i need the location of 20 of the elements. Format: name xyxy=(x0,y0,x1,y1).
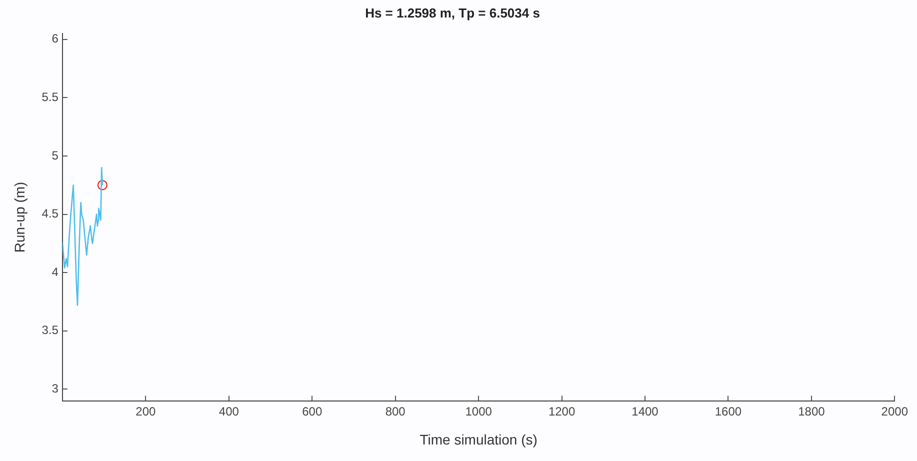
x-tick-label: 1600 xyxy=(714,404,742,418)
y-tick-label: 4.5 xyxy=(42,206,59,221)
chart-title: Hs = 1.2598 m, Tp = 6.5034 s xyxy=(365,5,540,20)
x-tick-label: 200 xyxy=(136,404,156,418)
x-tick-label: 400 xyxy=(218,404,240,418)
y-tick-label: 6 xyxy=(52,32,59,46)
x-tick-label: 2000 xyxy=(881,404,908,418)
x-tick-label: 1000 xyxy=(465,404,492,418)
y-tick-label: 5.5 xyxy=(42,90,59,104)
x-tick-label: 600 xyxy=(302,404,322,418)
y-axis-title: Run-up (m) xyxy=(11,182,28,253)
x-tick-label: 1800 xyxy=(798,404,826,418)
x-tick-label: 1200 xyxy=(548,404,576,418)
x-tick-label: 800 xyxy=(385,404,406,418)
y-tick-label: 3 xyxy=(52,381,59,396)
y-tick-label: 4 xyxy=(52,264,59,279)
x-tick-label: 1400 xyxy=(632,404,659,418)
y-tick-label: 5 xyxy=(52,148,59,162)
y-tick-label: 3.5 xyxy=(42,323,59,338)
x-axis-title: Time simulation (s) xyxy=(420,431,538,448)
